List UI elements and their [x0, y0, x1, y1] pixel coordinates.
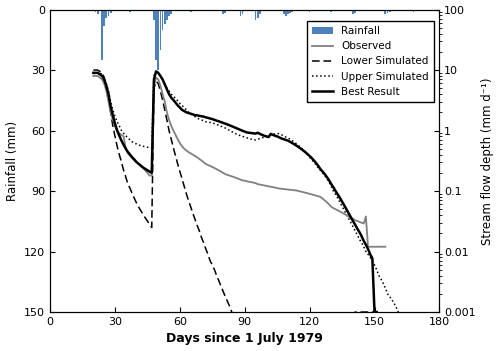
Bar [62, 9, 64, 11]
Bar [352, 9, 354, 14]
Bar [287, 9, 289, 14]
Y-axis label: Rainfall (mm): Rainfall (mm) [6, 121, 18, 201]
Bar [162, 9, 164, 30]
Bar [290, 9, 291, 13]
Bar [153, 9, 155, 20]
Bar [166, 9, 168, 20]
Bar [158, 9, 159, 70]
Bar [254, 9, 256, 20]
Bar [283, 9, 284, 14]
Bar [257, 9, 258, 18]
Bar [311, 9, 312, 11]
Bar [66, 9, 68, 10]
Bar [58, 9, 59, 10]
Bar [285, 9, 286, 15]
Bar [192, 9, 194, 11]
Bar [104, 9, 105, 26]
Bar [386, 9, 388, 13]
Bar [106, 9, 107, 18]
Bar [170, 9, 172, 14]
Bar [240, 9, 242, 15]
Bar [108, 9, 110, 15]
Bar [168, 9, 170, 15]
Bar [391, 9, 392, 11]
Bar [52, 9, 53, 10]
Bar [309, 9, 310, 12]
Bar [73, 9, 75, 10]
X-axis label: Days since 1 July 1979: Days since 1 July 1979 [166, 332, 323, 345]
Bar [242, 9, 244, 14]
Bar [68, 9, 70, 10]
Bar [222, 9, 224, 14]
Bar [101, 9, 103, 60]
Bar [259, 9, 261, 14]
Bar [190, 9, 192, 12]
Bar [292, 9, 293, 12]
Bar [224, 9, 226, 13]
Y-axis label: Stream flow depth (mm d⁻¹): Stream flow depth (mm d⁻¹) [482, 77, 494, 245]
Legend: Rainfall, Observed, Lower Simulated, Upper Simulated, Best Result: Rainfall, Observed, Lower Simulated, Upp… [307, 21, 434, 102]
Bar [92, 9, 94, 11]
Bar [94, 9, 96, 12]
Bar [160, 9, 162, 50]
Bar [151, 9, 152, 11]
Bar [389, 9, 390, 12]
Bar [354, 9, 356, 13]
Bar [412, 9, 414, 12]
Bar [356, 9, 358, 11]
Bar [71, 9, 72, 11]
Bar [56, 9, 58, 11]
Bar [110, 9, 112, 13]
Bar [384, 9, 386, 14]
Bar [164, 9, 166, 24]
Bar [132, 9, 133, 11]
Bar [64, 9, 66, 10]
Bar [54, 9, 56, 10]
Bar [414, 9, 416, 11]
Bar [330, 9, 332, 12]
Bar [130, 9, 131, 12]
Bar [60, 9, 62, 10]
Bar [155, 9, 157, 60]
Bar [97, 9, 98, 14]
